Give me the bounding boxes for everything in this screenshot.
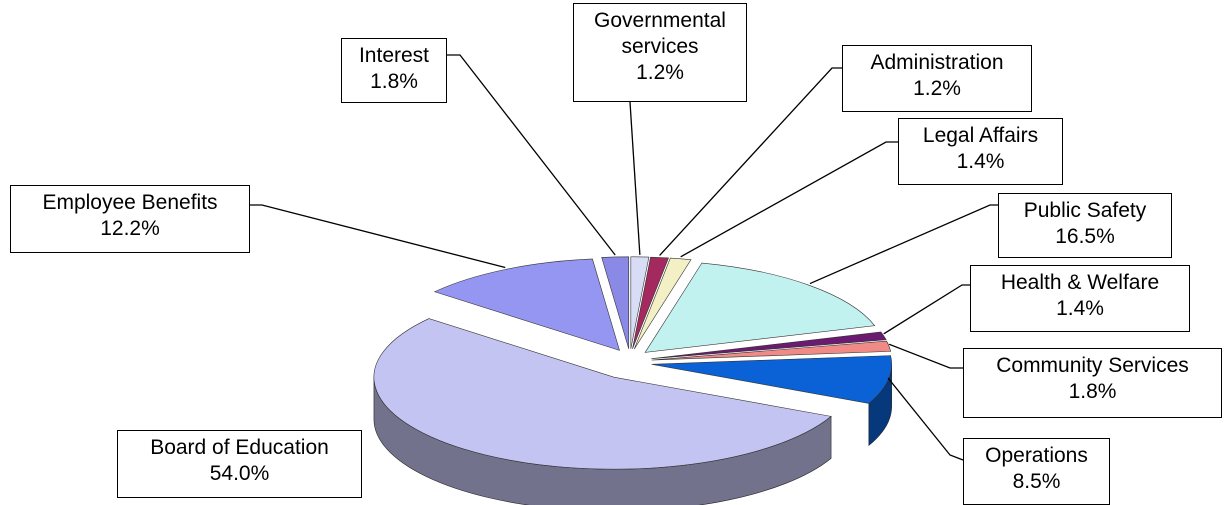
- slice-top: [433, 258, 620, 351]
- slice-value: 1.8%: [1068, 380, 1117, 403]
- slice-name: Operations: [985, 444, 1088, 467]
- slice-value: 16.5%: [1055, 225, 1115, 248]
- slice-value: 1.8%: [370, 70, 418, 93]
- slice-top: [630, 256, 650, 349]
- slice-top: [651, 355, 892, 404]
- leader-line: [447, 54, 616, 256]
- slice-value: 1.2%: [913, 77, 961, 100]
- slice-label: Governmental services 1.2%: [573, 3, 747, 102]
- slice-top: [651, 340, 892, 361]
- slice: [651, 355, 892, 447]
- leader-line: [680, 141, 898, 258]
- slice-name: Health & Welfare: [1000, 271, 1160, 294]
- slice-value: 1.4%: [956, 150, 1005, 173]
- slice: [632, 256, 669, 349]
- leader-line: [888, 343, 963, 369]
- slice-side-shade: [373, 377, 832, 505]
- slice-top: [651, 331, 887, 360]
- slice-value: 54.0%: [209, 462, 270, 485]
- leader-line: [250, 204, 506, 269]
- slice-label: Health & Welfare 1.4%: [970, 265, 1190, 332]
- slice-label: Operations 8.5%: [963, 438, 1110, 505]
- slice-label: Interest 1.8%: [341, 38, 447, 103]
- slice-top: [601, 256, 630, 349]
- slice-top: [644, 262, 876, 353]
- slice-name: Administration: [870, 51, 1004, 74]
- slice: [651, 331, 887, 360]
- leader-line: [887, 377, 964, 461]
- slice-value: 1.2%: [636, 61, 684, 84]
- slice: [601, 256, 630, 349]
- leader-line: [883, 284, 970, 335]
- slice-value: 8.5%: [1012, 470, 1061, 493]
- slice: [373, 318, 832, 505]
- slice-name: Community Services: [996, 354, 1189, 377]
- slice-value: 12.2%: [100, 217, 160, 240]
- slice-label: Employee Benefits 12.2%: [10, 185, 250, 253]
- slice-label: Community Services 1.8%: [963, 348, 1222, 418]
- slice: [433, 258, 620, 351]
- slice: [633, 257, 692, 350]
- slice-name: Employee Benefits: [42, 191, 218, 214]
- slice-top: [633, 257, 692, 350]
- leader-line: [629, 101, 641, 255]
- leader-line: [659, 67, 842, 256]
- slice: [644, 262, 876, 353]
- slice-name: Governmental services: [594, 9, 726, 58]
- slice-name: Public Safety: [1023, 199, 1147, 222]
- slice-label: Public Safety 16.5%: [998, 193, 1172, 258]
- slice-name: Interest: [358, 44, 430, 67]
- slice: [651, 340, 892, 361]
- slice-label: Administration 1.2%: [842, 45, 1032, 112]
- slice-label: Board of Education 54.0%: [117, 430, 362, 498]
- slice-top: [632, 256, 669, 349]
- slice-value: 1.4%: [1056, 297, 1104, 320]
- slice-name: Legal Affairs: [922, 124, 1039, 147]
- slice: [630, 256, 650, 349]
- slice-label: Legal Affairs 1.4%: [898, 118, 1063, 185]
- slice-top: [373, 318, 832, 470]
- leader-line: [809, 204, 998, 285]
- slice-name: Board of Education: [150, 436, 329, 459]
